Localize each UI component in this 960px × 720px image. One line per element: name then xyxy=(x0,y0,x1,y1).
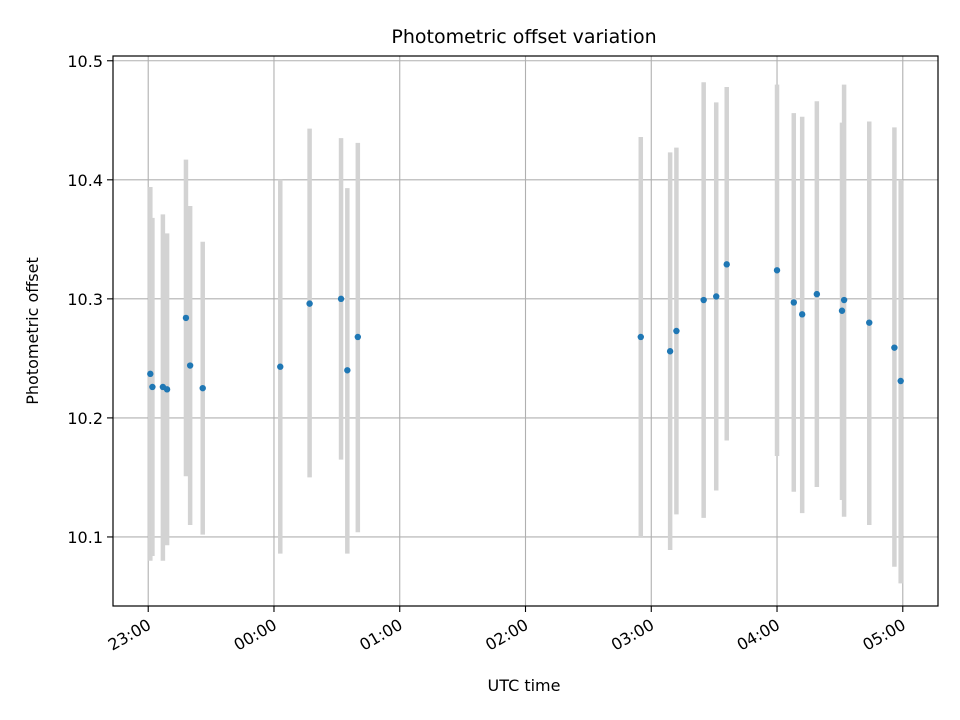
data-point xyxy=(149,383,156,391)
data-point xyxy=(344,367,351,374)
data-point xyxy=(840,296,848,304)
chart-title: Photometric offset variation xyxy=(391,26,656,48)
data-point xyxy=(798,311,806,318)
data-point xyxy=(182,314,190,322)
data-point xyxy=(891,344,898,351)
data-point xyxy=(700,296,707,304)
data-point xyxy=(813,290,821,298)
data-point xyxy=(790,299,797,306)
data-point xyxy=(838,307,846,314)
data-point xyxy=(337,295,345,303)
y-tick-label: 10.4 xyxy=(67,171,103,190)
y-axis-ticks: 10.1 10.2 10.3 10.4 10.5 xyxy=(67,52,113,547)
data-point xyxy=(713,293,720,300)
data-point xyxy=(147,370,154,378)
y-tick-label: 10.3 xyxy=(67,290,103,309)
data-points xyxy=(147,261,904,393)
y-tick-label: 10.1 xyxy=(67,528,103,547)
data-point xyxy=(163,386,171,393)
data-point xyxy=(673,327,680,335)
data-point xyxy=(773,267,781,274)
data-point xyxy=(637,333,644,341)
data-point xyxy=(666,348,674,355)
data-point xyxy=(306,300,313,307)
data-point xyxy=(866,319,873,326)
data-point xyxy=(897,377,904,385)
data-point xyxy=(354,333,362,341)
data-point xyxy=(723,261,730,268)
data-point xyxy=(277,363,284,370)
y-tick-label: 10.5 xyxy=(67,52,103,71)
data-point xyxy=(199,384,206,392)
data-point xyxy=(186,362,194,369)
y-tick-label: 10.2 xyxy=(67,409,103,428)
x-axis-label: UTC time xyxy=(488,676,561,695)
y-axis-label: Photometric offset xyxy=(23,257,42,405)
